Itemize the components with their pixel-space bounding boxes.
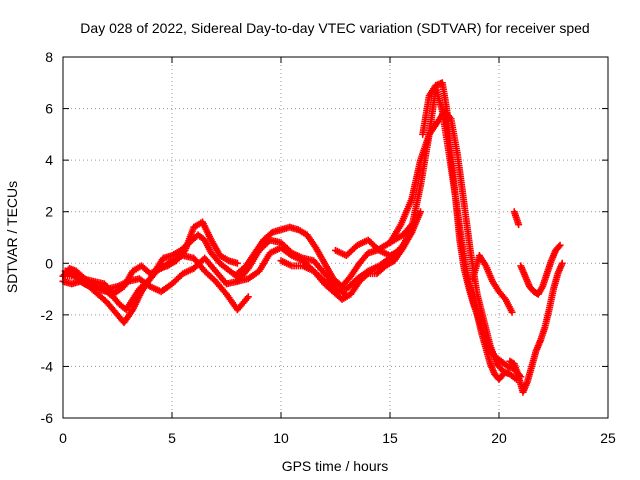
series-track-12: [510, 208, 523, 229]
series-track-11: [469, 252, 516, 316]
data-point: [233, 259, 241, 267]
y-tick-label: 0: [45, 255, 53, 271]
x-tick-label: 10: [273, 430, 289, 446]
grid: [63, 57, 608, 418]
y-tick-label: -4: [41, 358, 54, 374]
x-tick-label: 15: [382, 430, 398, 446]
x-tick-label: 20: [491, 430, 507, 446]
data-point: [515, 221, 523, 229]
x-tick-labels: 0 5 10 15 20 25: [59, 430, 616, 446]
chart-title: Day 028 of 2022, Sidereal Day-to-day VTE…: [80, 20, 589, 36]
data-point: [508, 308, 516, 316]
y-tick-label: 2: [45, 204, 53, 220]
x-axis-label: GPS time / hours: [282, 458, 389, 474]
data-point: [498, 371, 506, 379]
plot-frame: [62, 56, 609, 419]
series-track-14: [506, 259, 566, 396]
axis-ticks: [62, 56, 609, 419]
series-track-13: [517, 241, 564, 298]
data-point: [499, 370, 507, 378]
data-point: [244, 293, 252, 301]
y-axis-label: SDTVAR / TECUs: [4, 181, 20, 293]
y-tick-label: 6: [45, 101, 53, 117]
data-point: [556, 241, 564, 249]
y-tick-labels: -6 -4 -2 0 2 4 6 8: [41, 49, 54, 426]
x-tick-label: 5: [168, 430, 176, 446]
series-track-3: [61, 252, 252, 314]
series-track-8: [332, 84, 525, 381]
series-track-10: [419, 79, 507, 383]
y-tick-label: -6: [41, 410, 54, 426]
y-tick-label: 4: [45, 152, 53, 168]
data-point: [555, 243, 563, 251]
data-point: [558, 259, 566, 267]
x-tick-label: 25: [600, 430, 616, 446]
data-point: [417, 208, 425, 216]
data-points: [59, 79, 566, 396]
data-point: [363, 271, 371, 279]
y-tick-label: -2: [41, 307, 54, 323]
y-tick-label: 8: [45, 49, 53, 65]
x-tick-label: 0: [59, 430, 67, 446]
